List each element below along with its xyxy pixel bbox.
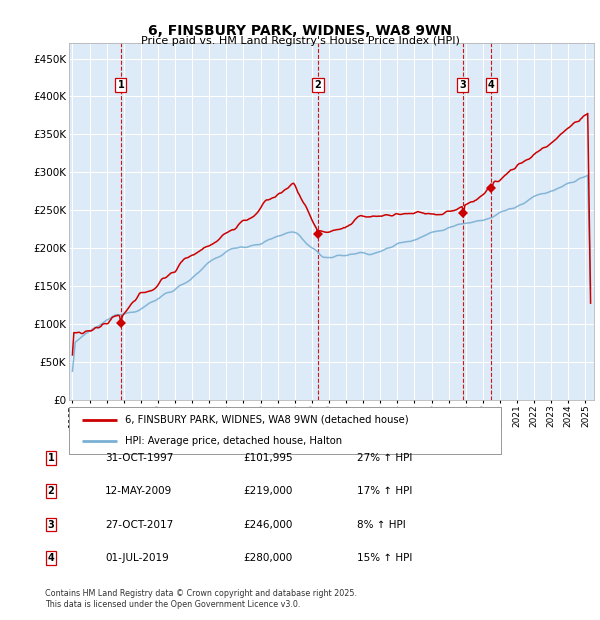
Text: £246,000: £246,000 [243,520,292,529]
Text: 4: 4 [47,553,55,563]
Text: 31-OCT-1997: 31-OCT-1997 [105,453,173,463]
Text: 27-OCT-2017: 27-OCT-2017 [105,520,173,529]
Text: 2: 2 [47,486,55,496]
Text: £101,995: £101,995 [243,453,293,463]
Text: 27% ↑ HPI: 27% ↑ HPI [357,453,412,463]
Text: 6, FINSBURY PARK, WIDNES, WA8 9WN (detached house): 6, FINSBURY PARK, WIDNES, WA8 9WN (detac… [125,415,409,425]
Text: 17% ↑ HPI: 17% ↑ HPI [357,486,412,496]
Text: 6, FINSBURY PARK, WIDNES, WA8 9WN: 6, FINSBURY PARK, WIDNES, WA8 9WN [148,24,452,38]
Text: 4: 4 [488,80,495,90]
Text: 1: 1 [47,453,55,463]
Text: 2: 2 [314,80,322,90]
Text: 1: 1 [118,80,124,90]
Text: HPI: Average price, detached house, Halton: HPI: Average price, detached house, Halt… [125,436,342,446]
Text: 8% ↑ HPI: 8% ↑ HPI [357,520,406,529]
Text: 01-JUL-2019: 01-JUL-2019 [105,553,169,563]
Text: £280,000: £280,000 [243,553,292,563]
Text: 3: 3 [47,520,55,529]
Text: Contains HM Land Registry data © Crown copyright and database right 2025.
This d: Contains HM Land Registry data © Crown c… [45,590,357,609]
Text: £219,000: £219,000 [243,486,292,496]
Text: Price paid vs. HM Land Registry's House Price Index (HPI): Price paid vs. HM Land Registry's House … [140,36,460,46]
Text: 3: 3 [460,80,466,90]
Text: 12-MAY-2009: 12-MAY-2009 [105,486,172,496]
Text: 15% ↑ HPI: 15% ↑ HPI [357,553,412,563]
